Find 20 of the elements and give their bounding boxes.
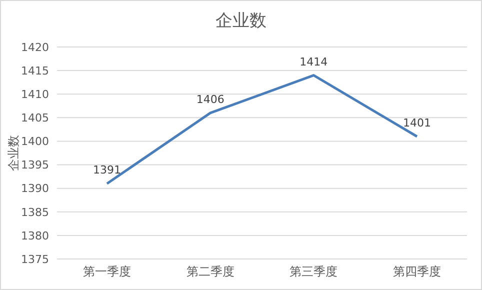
data-label: 1401 (403, 116, 431, 130)
x-tick-label: 第四季度 (393, 264, 441, 279)
y-tick-label: 1400 (21, 135, 49, 148)
y-tick-label: 1385 (21, 206, 49, 219)
x-tick-label: 第二季度 (186, 264, 234, 279)
y-axis-title: 企业数 (6, 135, 20, 171)
data-label: 1391 (93, 164, 121, 177)
y-tick-label: 1390 (21, 182, 49, 196)
y-tick-label: 1375 (21, 252, 49, 266)
y-tick-label: 1405 (21, 112, 49, 125)
y-tick-label: 1410 (21, 88, 49, 102)
data-label: 1406 (196, 92, 224, 106)
chart-title: 企业数 (214, 10, 268, 33)
y-tick-label: 1380 (21, 229, 49, 242)
y-tick-label: 1395 (21, 158, 49, 172)
x-tick-label: 第三季度 (290, 264, 338, 279)
data-label: 1414 (300, 55, 328, 68)
x-tick-label: 第一季度 (83, 264, 131, 279)
y-tick-label: 1420 (21, 40, 49, 54)
y-tick-label: 1415 (21, 64, 49, 78)
